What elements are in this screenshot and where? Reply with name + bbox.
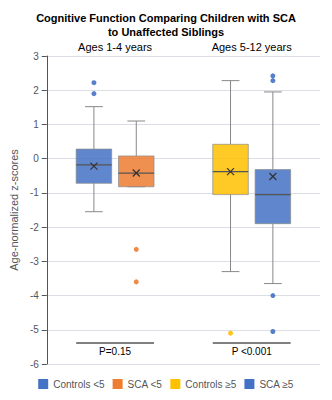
svg-text:-4: -4 — [30, 290, 39, 301]
svg-text:Age-normalized z-scores: Age-normalized z-scores — [8, 149, 20, 271]
svg-text:-1: -1 — [30, 187, 39, 198]
svg-text:SCA <5: SCA <5 — [128, 379, 163, 390]
svg-text:Cognitive Function Comparing C: Cognitive Function Comparing Children wi… — [36, 12, 296, 24]
svg-text:Controls <5: Controls <5 — [53, 379, 105, 390]
svg-text:0: 0 — [33, 153, 39, 164]
svg-text:Ages 1-4 years: Ages 1-4 years — [78, 41, 152, 53]
svg-text:2: 2 — [33, 85, 39, 96]
svg-text:-2: -2 — [30, 222, 39, 233]
svg-text:-6: -6 — [30, 359, 39, 370]
svg-text:-3: -3 — [30, 256, 39, 267]
svg-text:Ages 5-12 years: Ages 5-12 years — [212, 41, 293, 53]
svg-text:to Unaffected Siblings: to Unaffected Siblings — [108, 26, 224, 38]
svg-text:Controls ≥5: Controls ≥5 — [185, 379, 237, 390]
svg-text:-5: -5 — [30, 324, 39, 335]
svg-text:P <0.001: P <0.001 — [232, 346, 273, 357]
svg-text:1: 1 — [33, 119, 39, 130]
svg-text:P=0.15: P=0.15 — [99, 346, 131, 357]
svg-text:3: 3 — [33, 51, 39, 62]
svg-text:SCA ≥5: SCA ≥5 — [259, 379, 293, 390]
